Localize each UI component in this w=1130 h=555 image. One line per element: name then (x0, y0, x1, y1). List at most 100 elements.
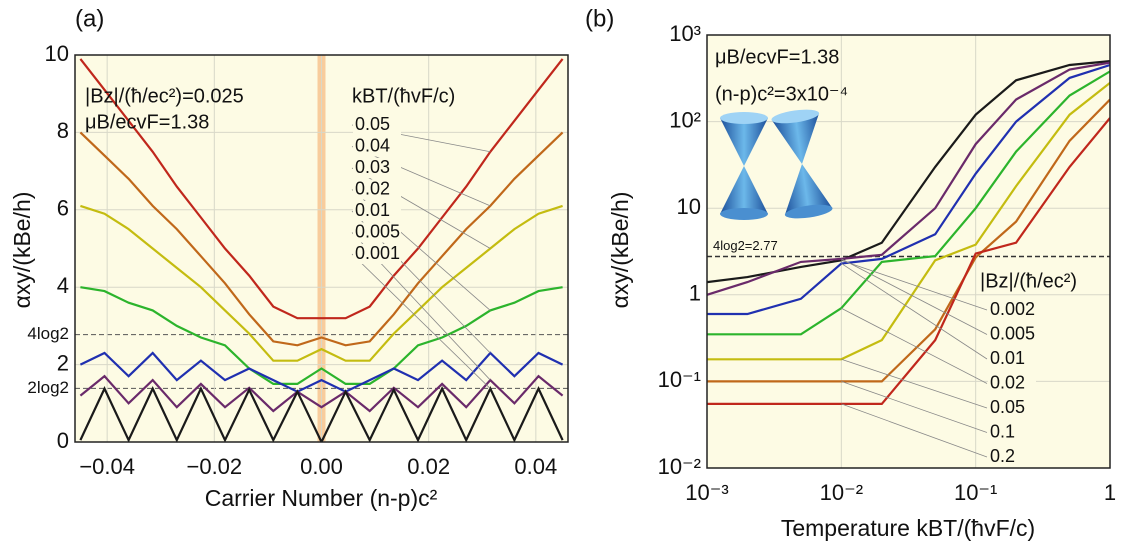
x-tick-label: 10⁻¹ (954, 480, 997, 505)
y-tick-label: 10³ (669, 21, 701, 46)
cone-bottom (784, 164, 833, 215)
legend-title: kBT/(ħvF/c) (352, 85, 455, 107)
y-tick-label: 4log2 (27, 324, 69, 343)
y-tick-label: 2log2 (27, 378, 69, 397)
series-line (707, 63, 1110, 316)
x-tick-label: 0.00 (300, 454, 343, 479)
legend-label: 0.005 (990, 323, 1035, 343)
leader-line (841, 358, 988, 409)
legend-label: 0.03 (355, 157, 390, 177)
legend-bg (988, 422, 1036, 443)
legend-label: 0.001 (355, 243, 400, 263)
x-tick-label: −0.02 (186, 454, 242, 479)
series-line (79, 351, 564, 393)
cone-bottom (720, 166, 768, 214)
cone-rim (771, 109, 820, 124)
annotation: μB/ecvF=1.38 (85, 111, 209, 133)
legend-bg (353, 136, 401, 157)
legend-bg (353, 201, 401, 221)
legend-label: 0.05 (355, 114, 390, 134)
x-tick-label: 10⁻³ (685, 480, 728, 505)
legend-bg (353, 222, 401, 243)
series-line (79, 58, 564, 320)
x-axis-label: Temperature kBT/(ħvF/c) (781, 515, 1035, 541)
series-line (707, 61, 1110, 296)
legend-title: |Bz|/(ħ/ec²) (980, 270, 1077, 292)
annotation: |Bz|/(ħ/ec²)=0.025 (85, 85, 244, 107)
dirac-cones (720, 109, 833, 220)
legend-bg (988, 349, 1036, 369)
curves (79, 58, 564, 442)
y-tick-label: 10 (677, 194, 701, 219)
legend-bg (353, 244, 401, 264)
legend-label: 0.04 (355, 135, 390, 155)
legend-label: 0.005 (355, 221, 400, 241)
legend-label: 0.05 (990, 397, 1025, 417)
legend-label: 0.01 (990, 348, 1025, 368)
y-axis-label: αxy/(kBe/h) (9, 192, 35, 309)
plot-frame (74, 54, 569, 443)
leader-line (841, 403, 988, 458)
cone-rim (784, 204, 833, 219)
leader-line (841, 258, 988, 335)
plot-frame (706, 34, 1111, 469)
legend-bg (988, 447, 1036, 467)
y-tick-label: 0 (57, 428, 69, 453)
series-line (79, 374, 564, 413)
legend-label: 0.02 (355, 178, 390, 198)
y-tick-label: 6 (57, 196, 69, 221)
annotation: (n-p)c²=3x10⁻⁴ (715, 83, 848, 105)
series-line (79, 386, 564, 442)
series-line (80, 204, 563, 362)
leader-line (351, 253, 491, 389)
series-line (80, 286, 563, 385)
panel-label: (a) (75, 5, 104, 32)
x-tick-label: 10⁻² (820, 480, 863, 505)
x-tick-label: −0.04 (79, 454, 135, 479)
plot-area (707, 35, 1110, 468)
legend-label: 0.2 (990, 446, 1015, 466)
series-line (79, 131, 564, 347)
cone-top (720, 118, 768, 166)
leader-line (841, 307, 988, 384)
leader-line (841, 259, 988, 311)
legend-bg (353, 115, 401, 135)
x-tick-label: 0.02 (407, 454, 450, 479)
y-axis-label: αxy/(kBe/h) (607, 192, 633, 309)
curves (707, 60, 1110, 405)
legend-bg (353, 179, 401, 200)
legend-bg (988, 300, 1036, 320)
series-line (707, 70, 1110, 336)
legend-bg (988, 398, 1036, 418)
legend-label: 0.01 (355, 200, 390, 220)
cone (720, 112, 768, 220)
y-tick-label: 10⁻² (658, 454, 701, 479)
y-tick-label: 1 (689, 281, 701, 306)
legend-bg (353, 158, 401, 178)
x-axis-label: Carrier Number (n-p)c² (205, 485, 438, 511)
y-tick-label: 10² (669, 107, 701, 132)
legend-bg (988, 373, 1036, 394)
panel-label: (b) (585, 5, 614, 32)
y-tick-label: 10⁻¹ (658, 367, 701, 392)
leader-line (841, 263, 988, 360)
legend-label: 0.002 (990, 299, 1035, 319)
x-tick-label: 0.04 (514, 454, 557, 479)
cone-rim (720, 208, 768, 220)
y-tick-label: 10 (45, 41, 69, 66)
series-line (707, 82, 1110, 361)
cone-top (771, 113, 820, 164)
y-tick-label: 8 (57, 118, 69, 143)
cone-rim (720, 112, 768, 124)
x-tick-label: 1 (1104, 480, 1116, 505)
y-tick-label: 2 (57, 350, 69, 375)
series-line (707, 117, 1110, 405)
annotation: μB/ecvF=1.38 (715, 46, 839, 68)
legend-bg (988, 324, 1036, 345)
y-tick-label: 4 (57, 273, 69, 298)
leader-line (841, 381, 988, 433)
series-line (707, 98, 1110, 383)
reference-label: 4log2=2.77 (713, 238, 778, 253)
